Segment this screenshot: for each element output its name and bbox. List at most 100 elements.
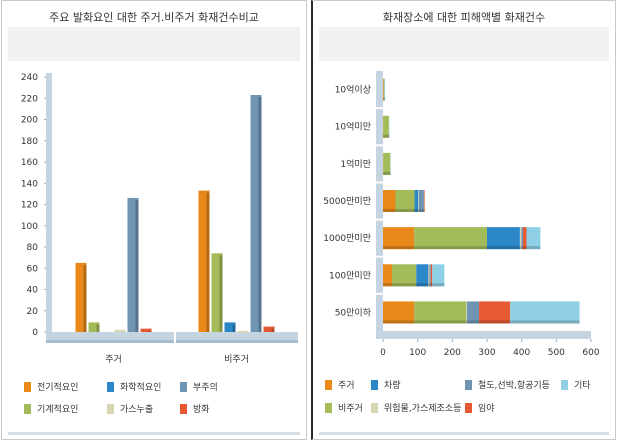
bar-side <box>271 326 275 332</box>
legend-swatch <box>24 403 31 414</box>
bar-segment-shadow <box>392 283 417 287</box>
bar-segment <box>383 301 415 324</box>
bar-segment <box>418 190 419 212</box>
bar <box>211 253 223 332</box>
bar-segment <box>383 78 385 101</box>
bar <box>250 95 262 332</box>
bar-segment <box>384 78 386 101</box>
bar-segment-shadow <box>414 320 467 324</box>
legend-item: 차량 <box>371 378 401 391</box>
legend-swatch <box>180 403 187 414</box>
bar-segment <box>487 227 520 250</box>
bar-segment-shadow <box>384 97 386 101</box>
bar-segment <box>423 190 425 212</box>
bar-segment-shadow <box>519 246 522 250</box>
bar-segment-shadow <box>416 283 429 287</box>
bar-segment <box>383 227 415 250</box>
bar-segment-shadow <box>479 320 511 324</box>
legend-swatch <box>561 379 568 390</box>
y-category-label: 100만미만 <box>329 270 371 281</box>
bar <box>127 198 139 332</box>
legend-swatch <box>24 381 31 392</box>
bar-segment-shadow <box>383 283 393 287</box>
bar-side <box>96 322 100 332</box>
y-tick-label: 140 <box>21 179 38 189</box>
bar-segment <box>418 190 424 212</box>
y-axis-wall <box>46 73 52 340</box>
legend-label: 방화 <box>193 405 210 415</box>
y-tick-label: 200 <box>21 116 38 126</box>
bar-top <box>250 95 262 98</box>
bar <box>75 262 87 332</box>
legend-item: 전기적요인 <box>24 380 78 393</box>
bar-segment <box>383 190 396 212</box>
y-tick-label: 160 <box>21 158 38 168</box>
bar-segment-shadow <box>429 283 431 287</box>
legend-label: 기타 <box>574 381 591 391</box>
right-chart-panel: 화재장소에 대한 피해액별 화재건수 0 100 200 300 400 500 600 10… <box>311 0 616 440</box>
x-category-label: 비주거 <box>224 354 249 365</box>
bar-segment-shadow <box>487 246 520 250</box>
bar-segment-shadow <box>428 283 430 287</box>
bar-side <box>219 253 223 332</box>
x-axis-floor <box>376 331 591 339</box>
legend-item: 기타 <box>561 378 591 391</box>
y-category-label: 5000만미만 <box>323 196 371 207</box>
x-tick-label: 500 <box>548 348 565 358</box>
bar-segment <box>523 227 527 250</box>
bar-segment-shadow <box>383 320 415 324</box>
bar-segment-shadow <box>383 246 415 250</box>
legend-swatch <box>325 402 332 413</box>
y-category-label: 1000만미만 <box>323 233 371 244</box>
bar-segment-shadow <box>521 246 524 250</box>
legend-item: 가스누출 <box>107 402 153 415</box>
y-tick-label: 220 <box>21 94 38 104</box>
y-category-label: 10억이상 <box>335 84 371 96</box>
x-tick-label: 0 <box>380 348 386 358</box>
legend-swatch <box>371 379 378 390</box>
bar-segment <box>416 264 429 287</box>
y-tick-label: 120 <box>21 201 38 211</box>
bar-segment-shadow <box>383 97 384 101</box>
legend-label: 철도,선박,항공기등 <box>478 381 550 391</box>
bar-segment <box>432 264 445 287</box>
x-axis-floor <box>46 332 298 340</box>
y-category-label: 50만이하 <box>335 307 372 318</box>
legend-label: 비주거 <box>338 404 363 414</box>
bar-segment-shadow <box>414 209 419 212</box>
right-chart-header-band <box>319 27 609 61</box>
bar-segment <box>479 301 511 324</box>
bar-side <box>206 190 210 332</box>
legend-label: 기계적요인 <box>37 405 79 415</box>
bar-top <box>224 322 236 325</box>
bar-top <box>211 253 223 256</box>
bar-segment <box>466 301 467 324</box>
bar <box>263 326 275 332</box>
y-tick-label: 20 <box>27 307 39 317</box>
bar-segment-shadow <box>432 283 445 287</box>
bar-segment-shadow <box>466 320 467 324</box>
bar-segment-shadow <box>418 209 424 212</box>
x-tick-label: 600 <box>582 348 599 358</box>
legend-item: 부주의 <box>180 380 218 393</box>
x-tick-label: 100 <box>409 348 426 358</box>
bar-segment <box>519 227 522 250</box>
x-tick-label: 300 <box>478 348 495 358</box>
x-tick-label: 400 <box>513 348 530 358</box>
bar-side <box>83 262 87 332</box>
right-stacked-bar-chart: 0 100 200 300 400 500 600 10억이상 10억미만 1억미만 5000만미만… <box>323 71 600 358</box>
legend-label: 부주의 <box>193 383 218 393</box>
bar-segment-shadow <box>430 283 433 287</box>
legend-label: 임야 <box>478 404 495 414</box>
bar-segment <box>414 190 419 212</box>
legend-item: 방화 <box>180 402 210 415</box>
bar-segment <box>526 227 541 250</box>
bar-segment-shadow <box>383 97 385 101</box>
bar-segment-shadow <box>414 246 487 250</box>
bar-side <box>232 322 236 332</box>
bar-segment <box>383 152 391 175</box>
y-tick-label: 100 <box>21 222 38 232</box>
left-chart-title: 주요 발화요인 대한 주거.비주거 화재건수비교 <box>49 11 259 24</box>
bar-segment-shadow <box>395 209 415 212</box>
left-chart-header-band <box>8 27 300 61</box>
